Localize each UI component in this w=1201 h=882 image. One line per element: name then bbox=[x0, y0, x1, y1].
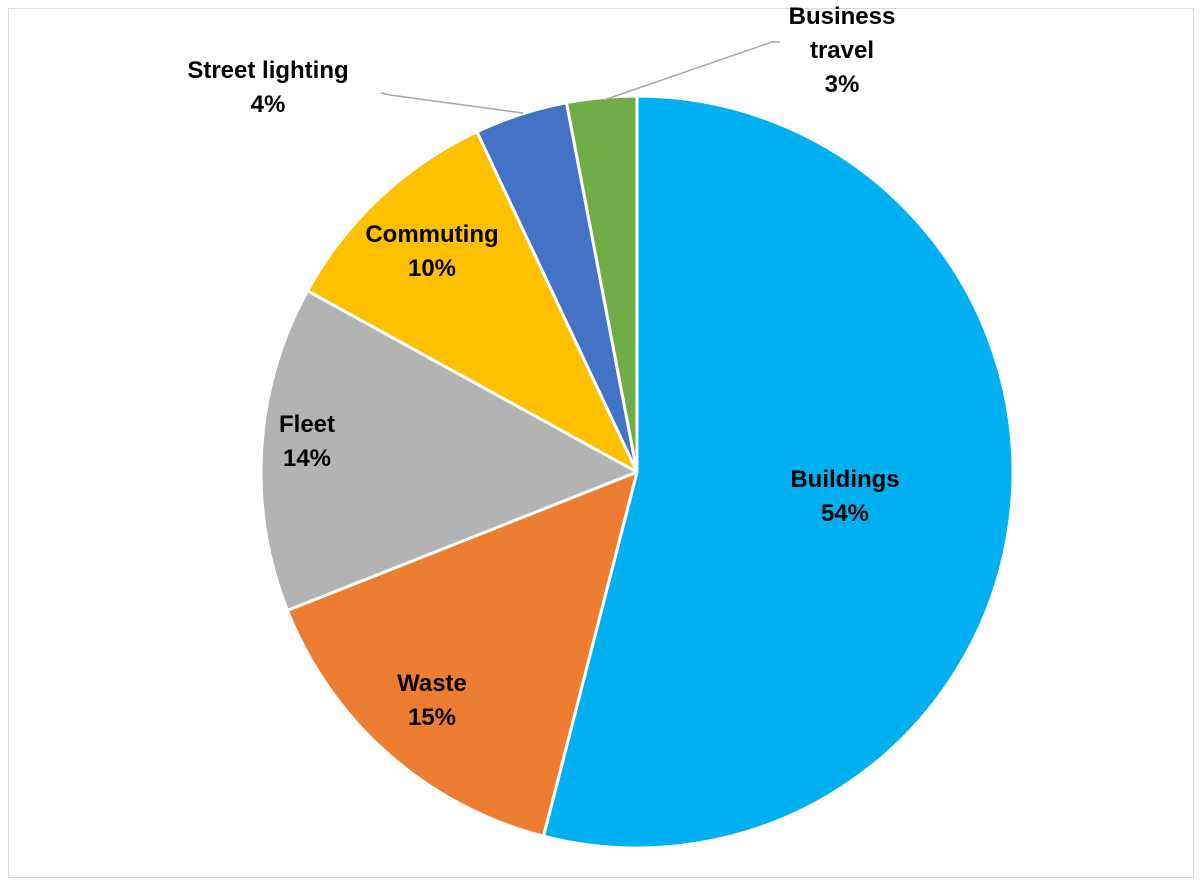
pie-slice-business-travel bbox=[565, 94, 639, 474]
data-label-commuting: Commuting 10% bbox=[365, 221, 498, 282]
data-label-street-lighting: Street lighting 4% bbox=[187, 57, 348, 118]
pie-slice-commuting bbox=[306, 130, 639, 474]
leader-line-street-lighting bbox=[380, 92, 524, 114]
pie-slice-buildings bbox=[541, 94, 1015, 850]
pie-slice-fleet bbox=[259, 289, 639, 612]
data-label-business-travel: Business travel 3% bbox=[789, 3, 896, 98]
data-label-fleet: Fleet 14% bbox=[279, 411, 335, 472]
leader-line-business-travel bbox=[603, 41, 780, 101]
pie-slice-waste bbox=[285, 470, 639, 838]
data-label-waste: Waste 15% bbox=[397, 670, 467, 731]
data-label-buildings: Buildings 54% bbox=[790, 466, 899, 527]
